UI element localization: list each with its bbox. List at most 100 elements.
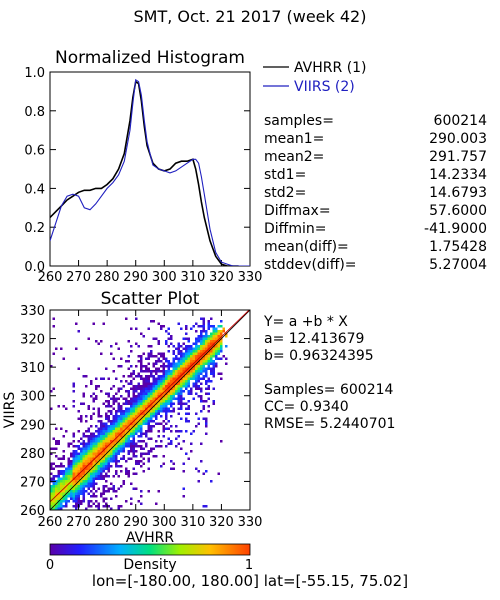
density-cell: [110, 460, 113, 463]
density-cell: [87, 485, 90, 488]
density-cell: [82, 485, 85, 488]
density-cell: [145, 382, 148, 385]
density-cell: [142, 457, 145, 460]
density-cell: [215, 337, 218, 340]
density-cell: [105, 505, 108, 508]
density-cell: [82, 487, 85, 490]
density-cell: [112, 460, 115, 463]
density-cell: [155, 370, 158, 373]
density-cell: [145, 397, 148, 400]
density-cell: [92, 470, 95, 473]
density-cell: [215, 335, 218, 338]
density-cell: [152, 380, 155, 383]
density-cell: [95, 397, 98, 400]
density-cell: [147, 327, 150, 330]
density-cell: [100, 435, 103, 438]
density-cell: [137, 395, 140, 398]
density-cell: [180, 447, 183, 450]
density-cell: [147, 382, 150, 385]
density-cell: [150, 410, 153, 413]
density-cell: [160, 392, 163, 395]
density-cell: [182, 342, 185, 345]
density-cell: [87, 435, 90, 438]
density-cell: [162, 435, 165, 438]
density-cell: [80, 502, 83, 505]
density-cell: [185, 362, 188, 365]
density-cell: [197, 395, 200, 398]
density-cell: [195, 392, 198, 395]
density-cell: [172, 362, 175, 365]
density-cell: [140, 392, 143, 395]
density-cell: [140, 455, 143, 458]
density-cell: [140, 385, 143, 388]
density-cell: [80, 490, 83, 493]
density-cell: [205, 332, 208, 335]
density-cell: [72, 487, 75, 490]
density-cell: [110, 450, 113, 453]
density-cell: [132, 417, 135, 420]
density-cell: [187, 360, 190, 363]
density-cell: [205, 345, 208, 348]
density-cell: [90, 495, 93, 498]
density-cell: [220, 335, 223, 338]
histogram-x-tick-label: 290: [123, 270, 148, 285]
density-cell: [90, 470, 93, 473]
density-cell: [110, 432, 113, 435]
density-cell: [165, 417, 168, 420]
density-cell: [65, 407, 68, 410]
scatter-x-tick-label: 320: [209, 515, 234, 530]
histogram-frame: [49, 71, 251, 267]
density-cell: [197, 337, 200, 340]
density-cell: [212, 387, 215, 390]
density-cell: [97, 450, 100, 453]
stat-label: mean2=: [264, 149, 325, 165]
density-cell: [167, 370, 170, 373]
density-cell: [110, 445, 113, 448]
density-cell: [207, 362, 210, 365]
density-cell: [167, 332, 170, 335]
density-cell: [207, 352, 210, 355]
density-cell: [147, 467, 150, 470]
density-cell: [157, 322, 160, 325]
density-cell: [147, 452, 150, 455]
density-cell: [82, 455, 85, 458]
density-cell: [62, 480, 65, 483]
density-cell: [110, 352, 113, 355]
density-cell: [55, 507, 58, 510]
density-cell: [72, 405, 75, 408]
density-cell: [85, 490, 88, 493]
density-cell: [117, 487, 120, 490]
density-cell: [67, 457, 70, 460]
density-cell: [80, 472, 83, 475]
density-cell: [85, 507, 88, 510]
density-cell: [95, 447, 98, 450]
density-cell: [140, 447, 143, 450]
density-cell: [80, 402, 83, 405]
density-cell: [150, 447, 153, 450]
density-cell: [172, 357, 175, 360]
scatter-x-tick-label: 300: [152, 515, 177, 530]
density-cell: [82, 452, 85, 455]
density-cell: [207, 355, 210, 358]
density-cell: [97, 472, 100, 475]
density-cell: [72, 455, 75, 458]
density-cell: [142, 370, 145, 373]
density-cell: [90, 490, 93, 493]
density-cell: [180, 367, 183, 370]
density-cell: [97, 410, 100, 413]
density-cell: [90, 452, 93, 455]
density-cell: [50, 462, 53, 465]
density-cell: [97, 415, 100, 418]
density-cell: [157, 352, 160, 355]
density-cell: [142, 420, 145, 423]
density-cell: [92, 322, 95, 325]
density-cell: [132, 415, 135, 418]
density-cell: [185, 430, 188, 433]
density-cell: [127, 445, 130, 448]
density-cell: [180, 382, 183, 385]
density-cell: [190, 345, 193, 348]
density-cell: [52, 492, 55, 495]
density-cell: [82, 375, 85, 378]
density-cell: [142, 380, 145, 383]
histogram-x-tick-label: 310: [180, 270, 205, 285]
